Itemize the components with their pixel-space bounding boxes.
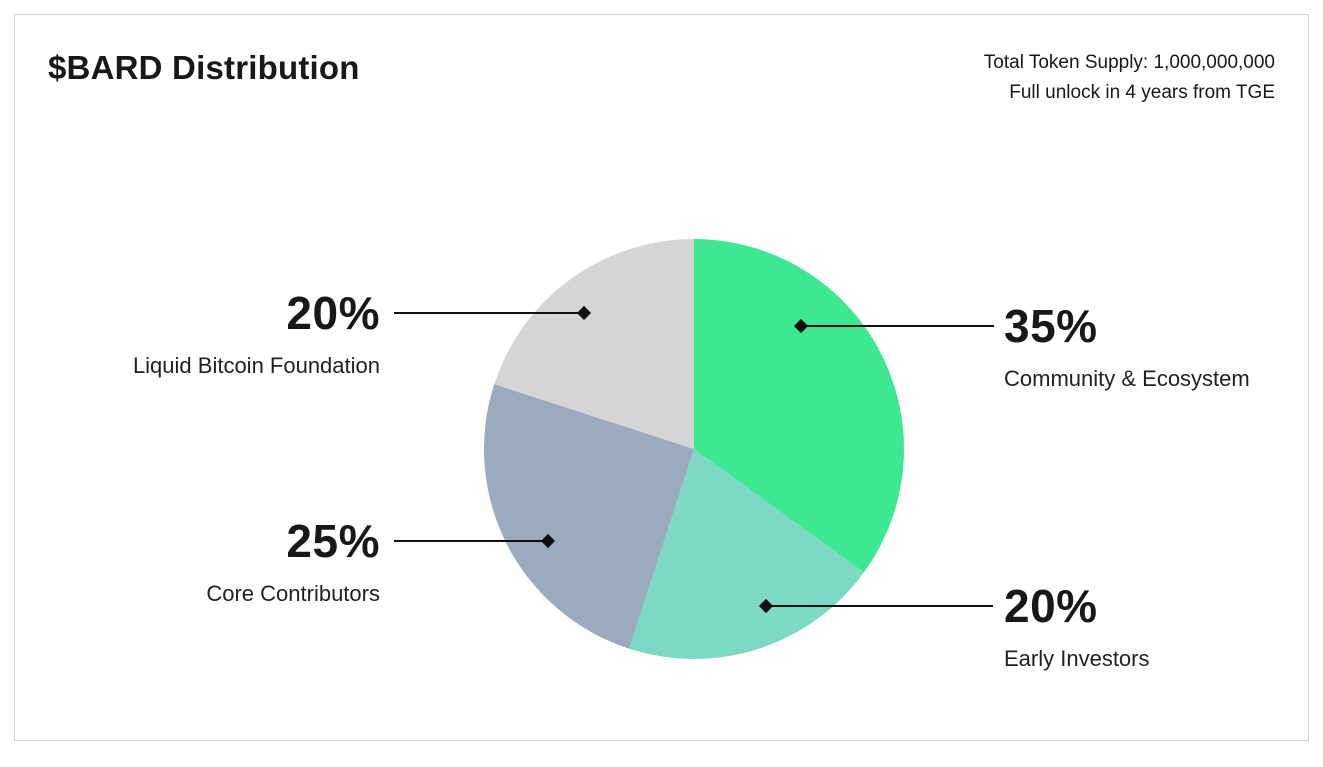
supply-info: Total Token Supply: 1,000,000,000 Full u… — [984, 48, 1275, 108]
pct-foundation: 20% — [286, 287, 380, 339]
name-core: Core Contributors — [206, 581, 380, 606]
leader-line-foundation — [394, 305, 592, 321]
pct-core: 25% — [286, 515, 380, 567]
page-title: $BARD Distribution — [48, 49, 360, 86]
leader-line-early — [758, 598, 993, 614]
total-supply-text: Total Token Supply: 1,000,000,000 — [983, 52, 1275, 73]
pie-slice-liquid-bitcoin-foundation — [494, 239, 694, 449]
pct-community: 35% — [1004, 300, 1098, 352]
leader-line-community — [793, 318, 994, 334]
callout-foundation: 20% Liquid Bitcoin Foundation — [133, 287, 380, 379]
unlock-text: Full unlock in 4 years from TGE — [1009, 82, 1275, 103]
callout-core: 25% Core Contributors — [206, 515, 380, 607]
callout-early: 20% Early Investors — [1004, 580, 1150, 672]
name-community: Community & Ecosystem — [1004, 366, 1250, 391]
leader-line-core — [394, 533, 556, 549]
pie-svg — [484, 239, 904, 659]
pie-slice-core-contributors — [484, 384, 694, 649]
name-early: Early Investors — [1004, 646, 1150, 671]
pie-chart — [474, 229, 914, 669]
name-foundation: Liquid Bitcoin Foundation — [132, 353, 380, 378]
pct-early: 20% — [1004, 580, 1098, 632]
callout-community: 35% Community & Ecosystem — [1004, 300, 1250, 392]
chart-card: $BARD Distribution Total Token Supply: 1… — [14, 14, 1309, 741]
pie-slice-community-ecosystem — [694, 239, 904, 573]
